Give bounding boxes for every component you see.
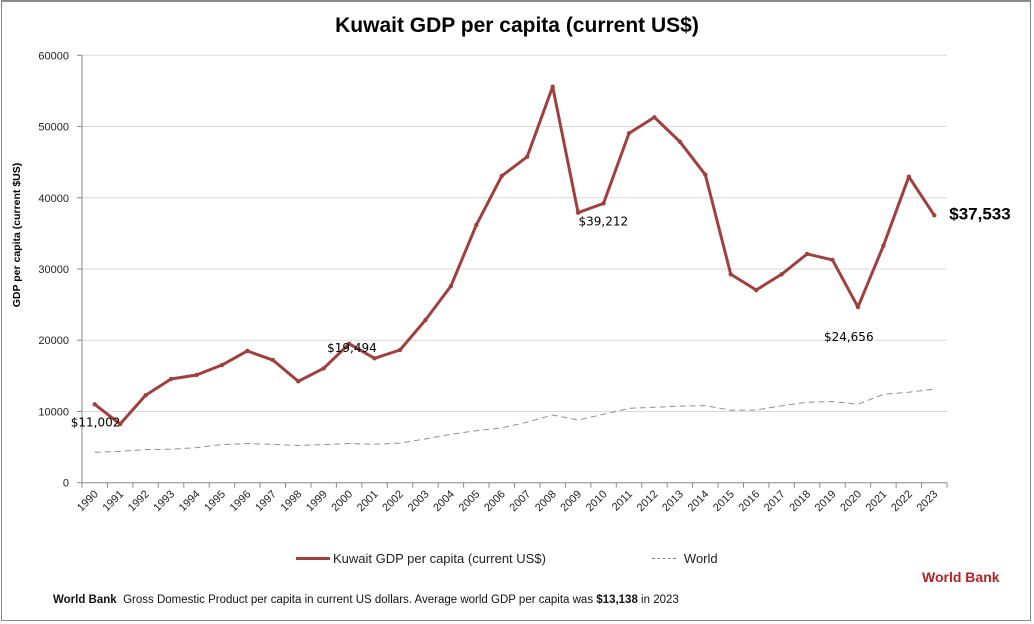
data-point-kuwait xyxy=(804,251,810,257)
legend-world-label: World xyxy=(683,551,718,566)
footer-highlight: $13,138 xyxy=(596,594,638,606)
data-point-kuwait xyxy=(346,341,352,347)
x-tick-label: 1991 xyxy=(100,488,126,514)
data-label: $24,656 xyxy=(824,330,874,344)
x-tick-label: 2016 xyxy=(737,488,763,514)
x-tick-label: 2007 xyxy=(508,488,534,514)
data-point-kuwait xyxy=(92,402,97,407)
y-tick-label: 20000 xyxy=(38,335,69,347)
data-point-kuwait xyxy=(677,139,683,144)
x-tick-label: 1993 xyxy=(151,488,177,514)
data-label: $37,533 xyxy=(949,204,1010,223)
y-tick-label: 50000 xyxy=(38,122,69,134)
x-tick-label: 1998 xyxy=(279,488,305,514)
footer-suffix: in 2023 xyxy=(637,594,679,606)
x-tick-label: 2017 xyxy=(762,488,788,514)
data-point-kuwait xyxy=(906,174,912,179)
data-point-kuwait xyxy=(423,317,428,323)
chart-title: Kuwait GDP per capita (current US$) xyxy=(335,14,699,37)
x-tick-label: 2004 xyxy=(431,488,457,514)
data-point-kuwait xyxy=(372,356,377,361)
data-point-kuwait xyxy=(448,283,454,289)
data-point-kuwait xyxy=(245,348,250,354)
data-point-kuwait xyxy=(753,287,759,293)
data-point-kuwait xyxy=(601,201,606,206)
data-point-kuwait xyxy=(397,347,403,353)
x-tick-label: 1994 xyxy=(177,488,203,514)
x-tick-label: 1995 xyxy=(202,488,228,514)
x-tick-label: 2008 xyxy=(533,488,559,514)
x-tick-label: 2015 xyxy=(711,488,737,514)
data-label: $39,212 xyxy=(579,214,629,228)
x-tick-label: 2010 xyxy=(584,488,610,514)
data-point-kuwait xyxy=(652,115,657,120)
x-tick-label: 2006 xyxy=(482,488,508,514)
footer-text: Gross Domestic Product per capita in cur… xyxy=(123,594,597,606)
legend-world-swatch xyxy=(651,558,676,559)
y-tick-label: 30000 xyxy=(38,264,69,276)
data-point-kuwait xyxy=(550,84,555,89)
x-tick-label: 2011 xyxy=(610,488,635,513)
footer-note: World Bank Gross Domestic Product per ca… xyxy=(53,594,679,606)
y-axis-label: GDP per capita (current $US) xyxy=(11,163,23,308)
y-tick-label: 0 xyxy=(63,478,69,490)
y-tick-label: 40000 xyxy=(38,193,69,205)
y-tick-label: 10000 xyxy=(38,406,69,418)
data-point-kuwait xyxy=(626,131,632,136)
data-point-kuwait xyxy=(474,222,479,228)
legend-kuwait-label: Kuwait GDP per capita (current US$) xyxy=(333,551,546,566)
data-point-kuwait xyxy=(168,376,174,382)
x-tick-label: 2019 xyxy=(813,488,839,514)
data-point-kuwait xyxy=(117,421,123,427)
data-point-kuwait xyxy=(575,210,581,215)
x-tick-label: 2013 xyxy=(660,488,686,514)
x-tick-label: 2001 xyxy=(355,488,381,514)
x-tick-label: 2012 xyxy=(635,488,661,514)
data-point-kuwait xyxy=(830,257,835,263)
x-tick-label: 1999 xyxy=(304,488,330,514)
x-tick-label: 2002 xyxy=(380,488,406,514)
data-point-kuwait xyxy=(703,172,708,177)
x-tick-label: 1996 xyxy=(228,488,254,514)
x-tick-label: 1990 xyxy=(75,488,101,514)
data-point-kuwait xyxy=(881,243,886,248)
data-point-kuwait xyxy=(779,272,784,277)
x-tick-label: 2021 xyxy=(864,488,890,514)
series-line-world xyxy=(94,388,935,453)
series-line-kuwait xyxy=(93,85,936,426)
x-tick-label: 2000 xyxy=(329,488,355,514)
x-tick-label: 2023 xyxy=(915,488,941,514)
data-point-kuwait xyxy=(855,304,861,310)
data-label: $19,494 xyxy=(327,341,377,355)
x-tick-label: 2020 xyxy=(838,488,864,514)
legend: Kuwait GDP per capita (current US$) Worl… xyxy=(296,551,718,566)
data-point-kuwait xyxy=(270,357,276,363)
source-badge: World Bank xyxy=(922,569,1000,585)
x-tick-label: 1997 xyxy=(253,488,279,514)
legend-kuwait-swatch xyxy=(296,557,330,560)
data-point-kuwait xyxy=(143,393,148,398)
x-tick-label: 2022 xyxy=(889,488,915,514)
data-point-kuwait xyxy=(728,272,733,277)
data-point-kuwait xyxy=(321,366,326,371)
x-tick-label: 2018 xyxy=(787,488,813,514)
data-point-kuwait xyxy=(194,372,199,378)
data-point-kuwait xyxy=(219,362,225,368)
x-tick-label: 2014 xyxy=(686,488,712,514)
x-tick-label: 2009 xyxy=(558,488,584,514)
y-tick-label: 60000 xyxy=(38,50,69,62)
legend-item-world: World xyxy=(651,551,718,566)
data-point-kuwait xyxy=(296,379,301,384)
data-label: $11,002 xyxy=(71,415,121,429)
data-point-kuwait xyxy=(932,213,937,218)
legend-item-kuwait: Kuwait GDP per capita (current US$) xyxy=(296,551,546,566)
x-tick-label: 1992 xyxy=(126,488,152,514)
footer-source: World Bank xyxy=(53,594,117,606)
x-tick-label: 2003 xyxy=(406,488,432,514)
data-point-kuwait xyxy=(525,154,530,159)
data-point-kuwait xyxy=(499,173,504,179)
x-tick-label: 2005 xyxy=(457,488,483,514)
